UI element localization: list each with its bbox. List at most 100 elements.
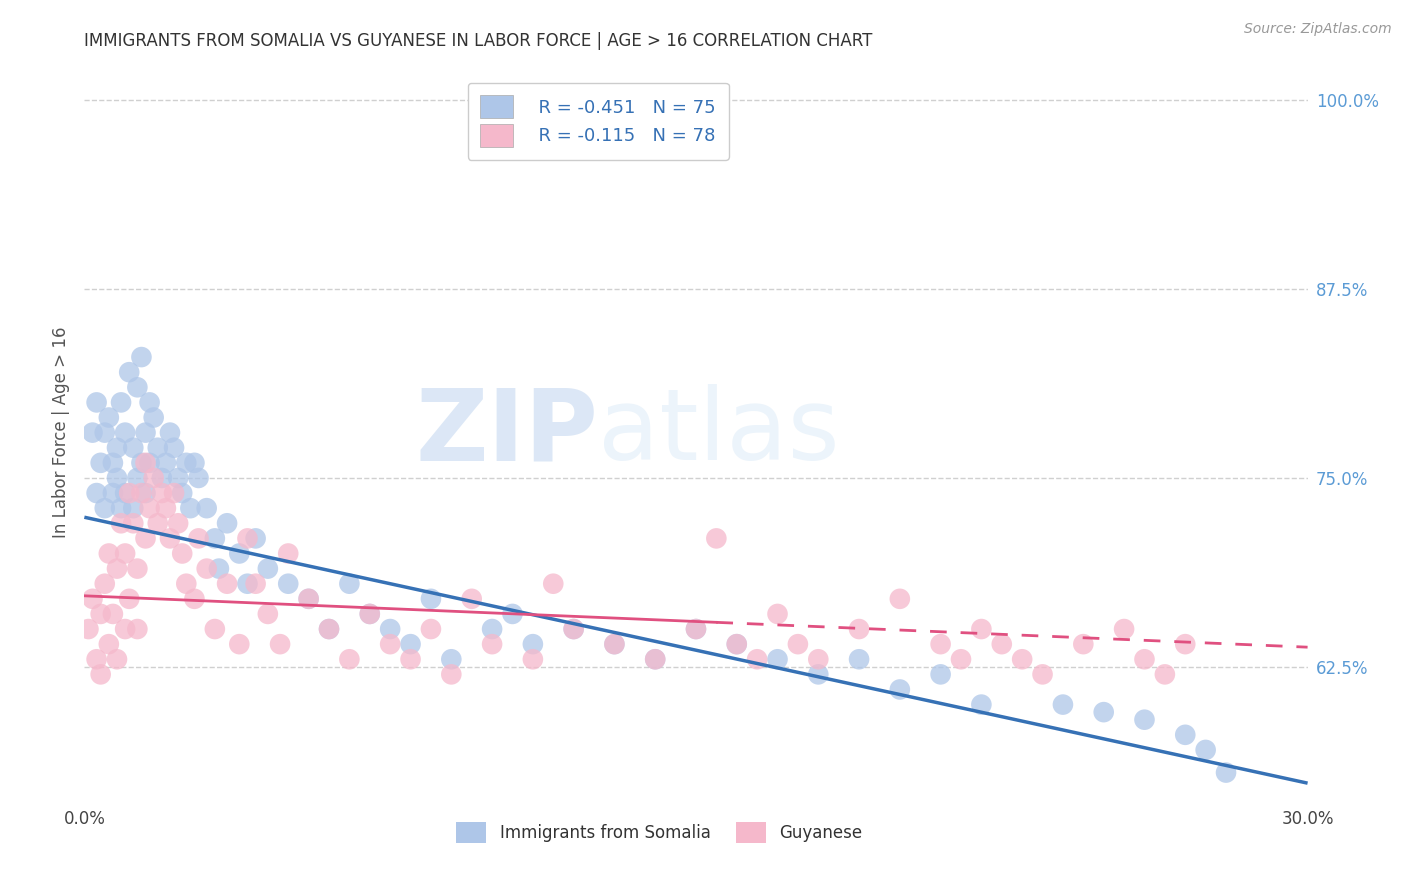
Point [195,501,218,516]
Point [142,410,165,425]
Text: IMMIGRANTS FROM SOMALIA VS GUYANESE IN LABOR FORCE | AGE > 16 CORRELATION CHART: IMMIGRANTS FROM SOMALIA VS GUYANESE IN L… [84,32,873,50]
Point [747,652,769,666]
Legend: Immigrants from Somalia, Guyanese: Immigrants from Somalia, Guyanese [450,815,869,850]
Point [318,622,340,636]
Point [142,471,165,485]
Point [603,637,626,651]
Point [644,652,666,666]
Point [277,547,299,561]
Point [787,637,810,651]
Point [950,652,973,666]
Point [848,622,870,636]
Point [131,486,153,500]
Point [562,622,585,636]
Text: atlas: atlas [598,384,839,481]
Point [101,486,124,500]
Point [183,591,205,606]
Point [127,561,149,575]
Point [118,591,141,606]
Point [1174,637,1197,651]
Point [122,516,145,531]
Point [706,532,728,546]
Point [150,486,173,500]
Point [138,456,160,470]
Point [1133,652,1156,666]
Point [90,456,112,470]
Text: ZIP: ZIP [415,384,598,481]
Point [970,698,993,712]
Point [298,591,321,606]
Point [159,425,181,440]
Point [138,501,160,516]
Point [257,561,280,575]
Point [101,607,124,621]
Point [440,652,463,666]
Point [114,486,136,500]
Point [118,365,141,379]
Point [195,561,218,575]
Point [543,576,565,591]
Point [86,486,108,500]
Point [155,501,177,516]
Point [217,576,239,591]
Point [318,622,340,636]
Point [167,516,190,531]
Point [127,622,149,636]
Point [848,652,870,666]
Point [118,486,141,500]
Point [644,652,666,666]
Point [269,637,291,651]
Point [167,471,190,485]
Point [339,576,361,591]
Point [685,622,707,636]
Point [236,532,259,546]
Point [481,622,503,636]
Point [146,516,169,531]
Point [163,441,186,455]
Point [685,622,707,636]
Point [122,441,145,455]
Point [339,652,361,666]
Point [929,637,952,651]
Point [90,667,112,681]
Point [257,607,280,621]
Point [359,607,381,621]
Point [97,547,120,561]
Point [127,380,149,394]
Point [562,622,585,636]
Point [502,607,524,621]
Point [93,576,115,591]
Point [93,501,115,516]
Y-axis label: In Labor Force | Age > 16: In Labor Force | Age > 16 [52,326,70,539]
Point [420,622,443,636]
Point [135,486,157,500]
Point [179,501,201,516]
Point [245,576,267,591]
Point [522,652,544,666]
Point [146,441,169,455]
Point [114,425,136,440]
Point [155,456,177,470]
Point [114,547,136,561]
Point [1174,728,1197,742]
Point [1032,667,1054,681]
Point [461,591,484,606]
Point [399,637,422,651]
Point [1011,652,1033,666]
Point [1052,698,1074,712]
Point [138,395,160,409]
Point [603,637,626,651]
Point [131,350,153,364]
Point [183,456,205,470]
Point [101,456,124,470]
Point [204,532,226,546]
Point [236,576,259,591]
Point [105,652,128,666]
Point [77,622,100,636]
Point [298,591,321,606]
Point [245,532,267,546]
Point [97,410,120,425]
Point [1073,637,1095,651]
Point [86,652,108,666]
Point [131,456,153,470]
